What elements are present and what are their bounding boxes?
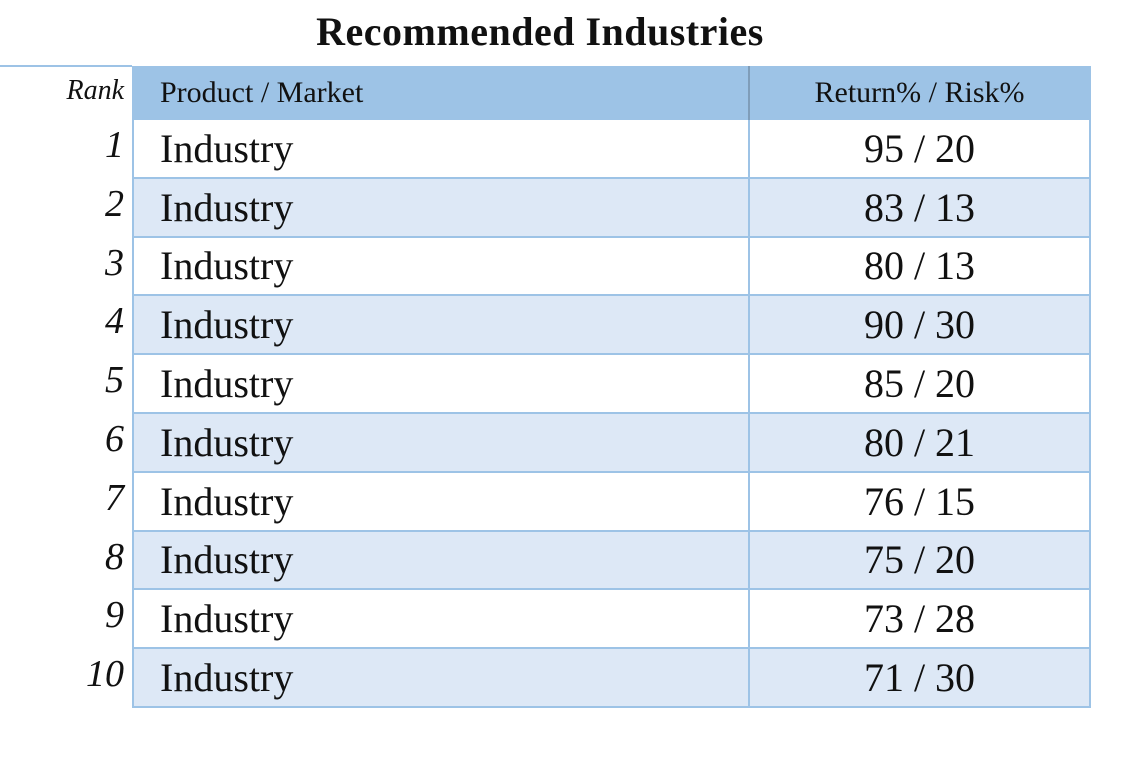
table-row: Industry 71 / 30 xyxy=(133,647,1090,707)
return-risk-cell: 95 / 20 xyxy=(749,118,1090,178)
table-row: Industry 80 / 13 xyxy=(133,235,1090,296)
rank-cell: 3 xyxy=(105,241,124,284)
product-cell: Industry xyxy=(133,235,750,296)
return-risk-cell: 73 / 28 xyxy=(749,588,1090,649)
product-cell: Industry xyxy=(133,647,750,707)
table-row: Industry 83 / 13 xyxy=(133,176,1090,237)
table-row: Industry 85 / 20 xyxy=(133,353,1090,413)
rank-cell: 4 xyxy=(105,300,124,343)
rank-cell: 10 xyxy=(86,653,124,696)
rank-cell: 1 xyxy=(105,124,124,166)
product-cell: Industry xyxy=(133,411,750,472)
return-risk-cell: 80 / 21 xyxy=(749,411,1090,472)
return-risk-cell: 71 / 30 xyxy=(749,647,1090,707)
product-cell: Industry xyxy=(133,529,750,590)
product-cell: Industry xyxy=(133,353,750,413)
table-row: Industry 76 / 15 xyxy=(133,470,1090,531)
industries-table: Product / Market Return% / Risk% Industr… xyxy=(132,66,1091,708)
product-cell: Industry xyxy=(133,118,750,178)
return-risk-cell: 75 / 20 xyxy=(749,529,1090,590)
return-risk-cell: 76 / 15 xyxy=(749,470,1090,531)
page-title: Recommended Industries xyxy=(316,9,764,54)
table-row: Industry 95 / 20 xyxy=(133,118,1090,178)
product-cell: Industry xyxy=(133,588,750,649)
rank-cell: 5 xyxy=(105,359,124,402)
product-cell: Industry xyxy=(133,470,750,531)
table-row: Industry 90 / 30 xyxy=(133,294,1090,355)
rank-cell: 8 xyxy=(105,535,124,578)
table-row: Industry 80 / 21 xyxy=(133,411,1090,472)
product-cell: Industry xyxy=(133,294,750,355)
return-risk-cell: 83 / 13 xyxy=(749,176,1090,237)
table-header-row: Product / Market Return% / Risk% xyxy=(133,67,1090,119)
rank-header: Rank xyxy=(66,75,124,106)
rank-cell: 7 xyxy=(105,476,124,519)
table-row: Industry 73 / 28 xyxy=(133,588,1090,649)
rank-cell: 2 xyxy=(105,182,124,225)
column-header-return-risk: Return% / Risk% xyxy=(749,67,1090,119)
return-risk-cell: 80 / 13 xyxy=(749,235,1090,296)
rank-header-rule xyxy=(0,65,132,67)
column-header-product: Product / Market xyxy=(133,67,750,119)
rank-column: Rank 1 2 3 4 5 6 7 8 9 10 xyxy=(0,66,124,704)
rank-cell: 6 xyxy=(105,417,124,460)
return-risk-cell: 90 / 30 xyxy=(749,294,1090,355)
return-risk-cell: 85 / 20 xyxy=(749,353,1090,413)
rank-cell: 9 xyxy=(105,594,124,637)
product-cell: Industry xyxy=(133,176,750,237)
table-row: Industry 75 / 20 xyxy=(133,529,1090,590)
